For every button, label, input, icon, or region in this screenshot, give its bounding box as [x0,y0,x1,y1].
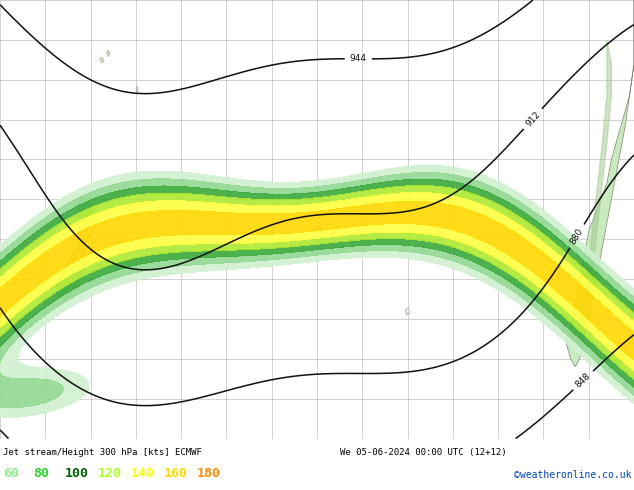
Text: 180: 180 [197,467,221,480]
Text: Jet stream/Height 300 hPa [kts] ECMWF: Jet stream/Height 300 hPa [kts] ECMWF [3,448,202,457]
Text: 944: 944 [350,54,367,63]
Polygon shape [79,195,96,243]
Polygon shape [566,0,634,367]
Text: 880: 880 [569,226,585,246]
Polygon shape [100,57,104,63]
Polygon shape [56,243,87,299]
Text: 80: 80 [33,467,49,480]
Text: 912: 912 [524,109,542,128]
Polygon shape [579,40,611,335]
Text: 140: 140 [131,467,155,480]
Text: 100: 100 [65,467,89,480]
Text: 120: 120 [98,467,122,480]
Polygon shape [136,86,138,93]
Polygon shape [405,308,410,315]
Polygon shape [56,294,61,299]
Text: ©weatheronline.co.uk: ©weatheronline.co.uk [514,470,631,480]
Text: 848: 848 [574,371,593,390]
Polygon shape [107,50,110,57]
Text: 160: 160 [164,467,188,480]
Text: We 05-06-2024 00:00 UTC (12+12): We 05-06-2024 00:00 UTC (12+12) [340,448,507,457]
Polygon shape [611,343,630,363]
Text: 60: 60 [3,467,19,480]
